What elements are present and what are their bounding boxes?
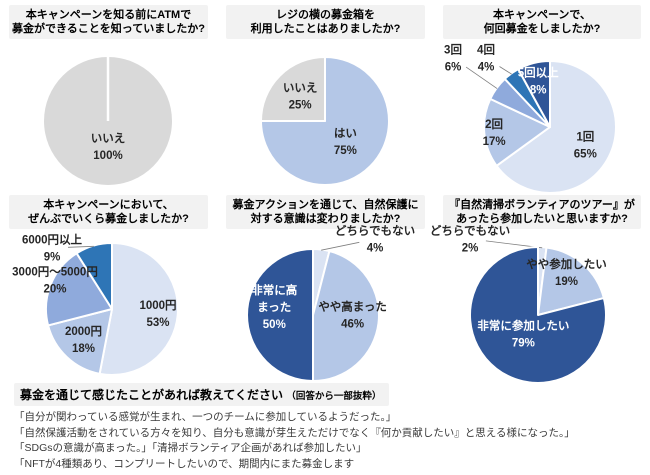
pie-chart-tour-participation: どちらでもない 2% やや参加したい 19% 非常に参加したい 79% [430, 225, 607, 384]
pie-chart-donation-count: 1回 65% 2回 17% 3回 6% 4回 4% 5回以上 8% [444, 43, 617, 194]
quote-line: 「NFTが4種類あり、コンプリートしたいので、期間内にまた募金します [14, 457, 355, 470]
chart-title: 本キャンペーンで、 何回募金をしましたか? [443, 5, 641, 39]
pie-slice [469, 246, 607, 384]
quotes-list: 「自分が関わっている感覚が生まれ、一つのチームに参加しているようだった。」 「自… [14, 410, 650, 472]
pie-slice-label: 2000円 18% [65, 325, 102, 355]
chart-title: 本キャンペーンを知る前にATMで 募金ができることを知っていましたか? [9, 5, 208, 39]
pie-slice [517, 60, 551, 128]
label-leader-line [499, 66, 512, 75]
pie-slice-label: 2回 17% [483, 117, 506, 148]
pie-slice [260, 56, 326, 122]
chart-cell-tour-participation: 『自然清掃ボランティアのツアー』が あったら参加したいと思いますか? どちらでも… [430, 190, 650, 384]
pie-chart-register-donation-box: はい 75% いいえ 25% [260, 56, 390, 186]
free-answer-heading-text: 募金を通じて感じたことがあれば教えてください [20, 388, 284, 402]
chart-cell-awareness-change: 募金アクションを通じて、自然保護に 対する意識は変わりましたか? どちらでもない… [217, 190, 434, 382]
chart-cell-donation-amount: 本キャンペーンにおいて、 ぜんぶでいくら募金しましたか? 1000円 53% 200… [0, 190, 217, 382]
pie-chart-atm-awareness: いいえ 100% [44, 57, 172, 185]
chart-title-line: レジの横の募金箱を [276, 9, 375, 21]
pie-slice-label: 5回以上 8% [518, 66, 559, 97]
chart-title-line: 本キャンペーンで、 [492, 9, 591, 21]
label-leader-line [465, 66, 498, 89]
pie-slice-label: いいえ 100% [91, 132, 126, 162]
pie-chart-awareness-change: どちらでもない 4% やや高まった 46% 非常に高まった 50% [246, 225, 415, 382]
pie-slice [483, 97, 551, 167]
chart-title-line: 募金アクションを通じて、自然保護に [232, 199, 419, 211]
pie-slice-label: やや高まった 46% [318, 300, 387, 331]
charts-row-top: 本キャンペーンを知る前にATMで 募金ができることを知っていましたか? いいえ 1… [0, 0, 650, 194]
pie-slice-label: やや参加したい 19% [526, 257, 607, 288]
chart-title: 本キャンペーンにおいて、 ぜんぶでいくら募金しましたか? [9, 195, 208, 229]
pie-slice-label: 4回 4% [477, 43, 495, 74]
chart-title-line: ぜんぶでいくら募金しましたか? [28, 213, 189, 225]
charts-row-bottom: 本キャンペーンにおいて、 ぜんぶでいくら募金しましたか? 1000円 53% 200… [0, 190, 650, 384]
chart-title-line: 何回募金をしましたか? [483, 23, 601, 35]
chart-cell-atm-awareness: 本キャンペーンを知る前にATMで 募金ができることを知っていましたか? いいえ 1… [0, 0, 217, 190]
chart-title-line: 募金ができることを知っていましたか? [12, 23, 205, 35]
free-answer-section: 募金を通じて感じたことがあれば教えてください （回答から一部抜粋） 「自分が関わ… [0, 382, 650, 472]
pie-slice-label: 3回 6% [444, 43, 462, 74]
chart-cell-donation-count: 本キャンペーンで、 何回募金をしましたか? 1回 65% 2回 17% 3回 6% 4回 4%… [434, 0, 650, 194]
pie-slice-label: どちらでもない 2% [430, 225, 510, 255]
pie-slice-label: いいえ 25% [283, 82, 318, 112]
pie-slice-label: 3000円〜5000円 20% [12, 266, 98, 296]
pie-slice [98, 242, 179, 376]
free-answer-heading-note: （回答から一部抜粋） [286, 391, 382, 402]
chart-title-line: 本キャンペーンにおいて、 [43, 199, 174, 211]
pie-slice-label: どちらでもない 4% [335, 225, 415, 255]
pie-slice [45, 252, 113, 327]
pie-slice-label: 1000円 53% [139, 299, 176, 329]
label-leader-line [321, 241, 360, 251]
label-leader-line [67, 245, 94, 248]
pie-slice [75, 242, 113, 310]
pie-slice [246, 248, 314, 382]
chart-title: レジの横の募金箱を 利用したことはありましたか? [226, 5, 425, 39]
pie-slice-label: 6000円以上 9% [22, 233, 83, 264]
pie-slice [47, 308, 113, 375]
pie-slice-label: 非常に参加したい 79% [477, 318, 569, 349]
pie-slice-label: はい 75% [334, 127, 357, 157]
chart-cell-register-donation-box: レジの横の募金箱を 利用したことはありましたか? はい 75% いいえ 25% [217, 0, 434, 190]
chart-title-line: 利用したことはありましたか? [250, 23, 401, 35]
chart-title-line: 『自然清掃ボランティアのツアー』が [449, 199, 635, 211]
chart-title-line: 対する意識は変わりましたか? [250, 213, 401, 225]
chart-title: 募金アクションを通じて、自然保護に 対する意識は変わりましたか? [226, 195, 425, 229]
chart-title-line: あったら参加したいと思いますか? [456, 213, 628, 225]
pie-slice [495, 60, 617, 194]
chart-title: 『自然清掃ボランティアのツアー』が あったら参加したいと思いますか? [443, 195, 641, 229]
free-answer-heading: 募金を通じて感じたことがあれば教えてください （回答から一部抜粋） [14, 383, 390, 406]
pie-chart-donation-amount: 1000円 53% 2000円 18% 3000円〜5000円 20%6000円以上 9% [12, 233, 179, 376]
quote-line: 「自分が関わっている感覚が生まれ、一つのチームに参加しているようだった。」 [14, 411, 397, 423]
chart-title-line: 本キャンペーンを知る前にATMで [25, 9, 192, 21]
pie-slice-label: 1回 65% [574, 130, 597, 161]
quote-line: 「自然保護活動をされている方々を知り、自分も意識が芽生えただけでなく『何か貢献し… [14, 426, 575, 439]
pie-slice-label: 非常に高まった 50% [251, 283, 297, 331]
quote-line: 「SDGsの意識が高まった。」「清掃ボランティア企画があれば参加したい」 [14, 442, 367, 454]
pie-slice [537, 246, 605, 316]
pie-slice [260, 56, 390, 186]
pie-slice [312, 250, 380, 382]
